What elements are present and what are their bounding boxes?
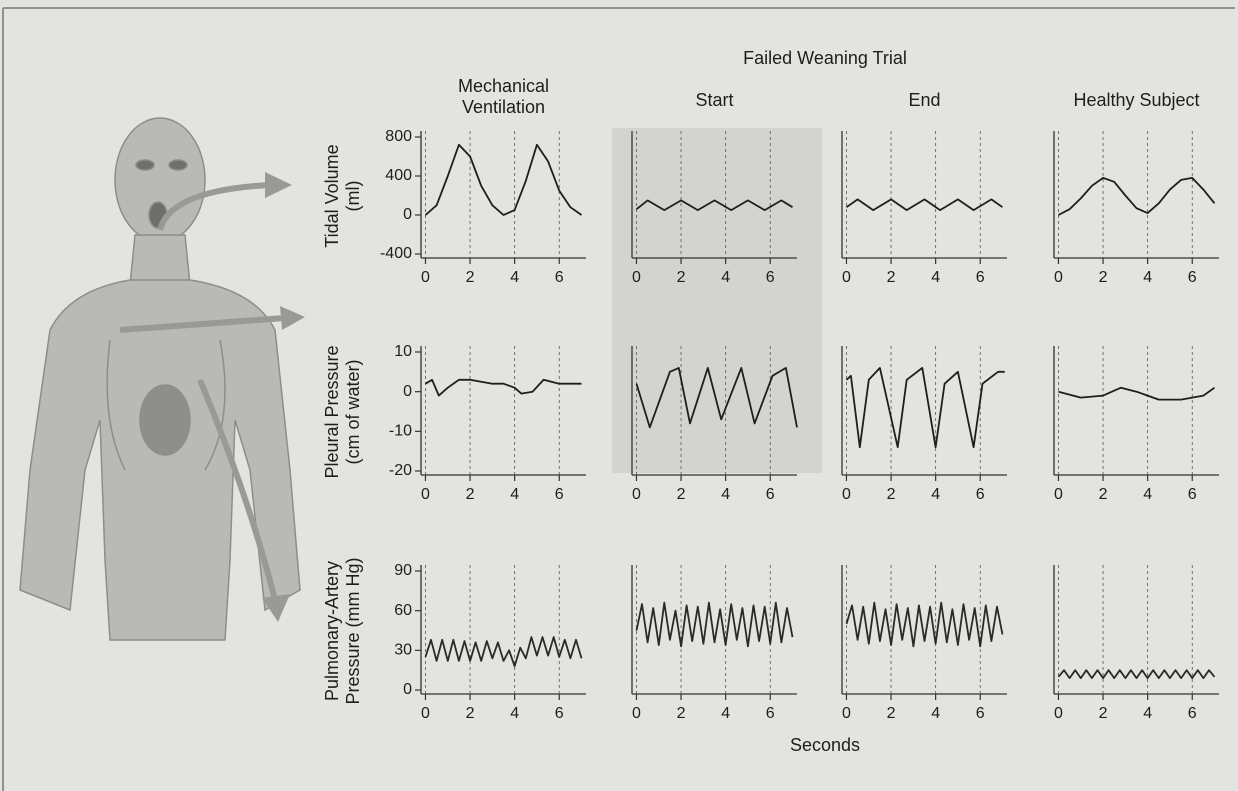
x-tick-label: 6 [766,486,775,503]
x-tick-label: 0 [842,705,851,722]
y-tick-label: 0 [403,383,412,400]
x-tick-label: 6 [976,705,985,722]
x-tick-label: 0 [632,269,641,286]
y-axis-label: Pulmonary-Artery Pressure (mm Hg) [322,546,364,716]
x-tick-label: 2 [677,486,686,503]
x-tick-label: 0 [842,486,851,503]
x-tick-label: 4 [721,269,730,286]
heart [140,385,190,455]
x-tick-label: 0 [1054,705,1063,722]
x-tick-label: 2 [887,269,896,286]
neck [130,235,190,285]
x-tick-label: 4 [721,486,730,503]
x-tick-label: 2 [466,705,475,722]
x-tick-label: 0 [421,705,430,722]
y-tick-label: -20 [389,462,412,479]
y-tick-label: 10 [394,343,412,360]
x-tick-label: 6 [1188,486,1197,503]
x-tick-label: 4 [510,486,519,503]
chart-grid: 0246-40004008000246024602460246-20-10010… [0,0,1238,791]
y-tick-label: 800 [385,128,412,145]
x-tick-label: 2 [1099,269,1108,286]
x-tick-label: 6 [1188,269,1197,286]
x-tick-label: 4 [931,269,940,286]
x-tick-label: 4 [931,486,940,503]
x-tick-label: 4 [931,705,940,722]
x-tick-label: 2 [887,486,896,503]
scan-shade [612,128,822,473]
x-tick-label: 6 [555,269,564,286]
figure: 0246-40004008000246024602460246-20-10010… [0,0,1238,791]
x-tick-label: 2 [677,705,686,722]
x-tick-label: 0 [632,486,641,503]
x-tick-label: 4 [510,269,519,286]
y-tick-label: 90 [394,562,412,579]
x-tick-label: 4 [510,705,519,722]
x-axis-label: Seconds [725,735,925,756]
x-tick-label: 4 [1143,269,1152,286]
x-tick-label: 0 [421,269,430,286]
column-title: Start [615,90,815,111]
x-tick-label: 4 [1143,705,1152,722]
x-tick-label: 4 [721,705,730,722]
x-tick-label: 2 [887,705,896,722]
column-title: Mechanical Ventilation [429,76,579,118]
x-tick-label: 2 [466,269,475,286]
y-tick-label: 400 [385,167,412,184]
x-tick-label: 2 [677,269,686,286]
column-title: End [825,90,1025,111]
x-tick-label: 0 [842,269,851,286]
x-tick-label: 0 [421,486,430,503]
x-tick-label: 0 [1054,486,1063,503]
y-tick-label: 60 [394,602,412,619]
y-tick-label: 30 [394,642,412,659]
x-tick-label: 6 [766,705,775,722]
x-tick-label: 2 [1099,705,1108,722]
x-tick-label: 6 [976,486,985,503]
x-tick-label: 6 [766,269,775,286]
x-tick-label: 4 [1143,486,1152,503]
y-tick-label: -10 [389,423,412,440]
y-tick-label: -400 [380,245,412,262]
x-tick-label: 0 [632,705,641,722]
x-tick-label: 6 [555,486,564,503]
y-axis-label: Tidal Volume (ml) [322,136,364,256]
column-title: Healthy Subject [1037,90,1237,111]
x-tick-label: 2 [1099,486,1108,503]
y-tick-label: 0 [403,206,412,223]
y-axis-label: Pleural Pressure (cm of water) [322,337,364,487]
x-tick-label: 6 [1188,705,1197,722]
x-tick-label: 6 [555,705,564,722]
eye [136,160,154,170]
x-tick-label: 0 [1054,269,1063,286]
x-tick-label: 6 [976,269,985,286]
group-title: Failed Weaning Trial [725,48,925,69]
eye [169,160,187,170]
x-tick-label: 2 [466,486,475,503]
y-tick-label: 0 [403,681,412,698]
